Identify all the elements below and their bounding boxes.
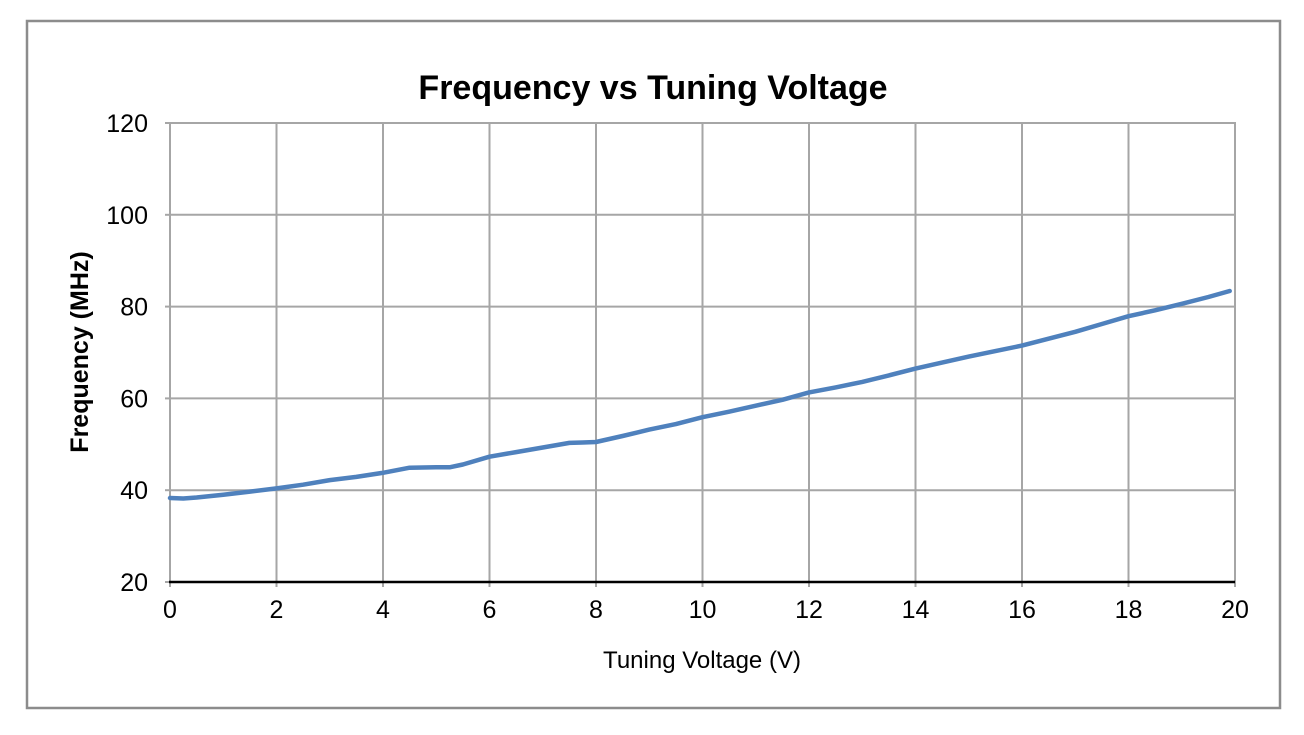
x-tick-label: 18 — [1115, 596, 1143, 624]
y-tick-label: 80 — [120, 294, 148, 322]
x-tick-label: 8 — [589, 596, 603, 624]
x-tick-label: 6 — [483, 596, 497, 624]
x-tick-label: 20 — [1221, 596, 1249, 624]
x-tick-label: 16 — [1008, 596, 1036, 624]
y-tick-label: 120 — [106, 110, 148, 138]
x-tick-label: 4 — [376, 596, 390, 624]
chart-title: Frequency vs Tuning Voltage — [418, 69, 887, 107]
frequency-series-line — [167, 288, 1232, 501]
y-tick-label: 40 — [120, 477, 148, 505]
y-axis-title: Frequency (MHz) — [66, 251, 94, 452]
y-tick-label: 60 — [120, 385, 148, 413]
gridlines — [170, 122, 1236, 582]
x-tick-label: 0 — [163, 596, 177, 624]
x-tick-label: 14 — [902, 596, 930, 624]
x-tick-label: 12 — [795, 596, 823, 624]
x-axis-title: Tuning Voltage (V) — [603, 647, 801, 674]
y-tick-label: 20 — [120, 569, 148, 597]
x-tick-label: 10 — [689, 596, 717, 624]
x-tick-labels: 0 2 4 6 8 10 12 14 16 18 20 — [163, 596, 1249, 624]
plot-border — [169, 122, 1236, 582]
axis-ticks — [165, 122, 1236, 587]
y-tick-label: 100 — [106, 202, 148, 230]
chart-border — [25, 19, 1282, 710]
x-tick-label: 2 — [270, 596, 284, 624]
y-tick-labels: 20 40 60 80 100 120 — [106, 110, 148, 597]
